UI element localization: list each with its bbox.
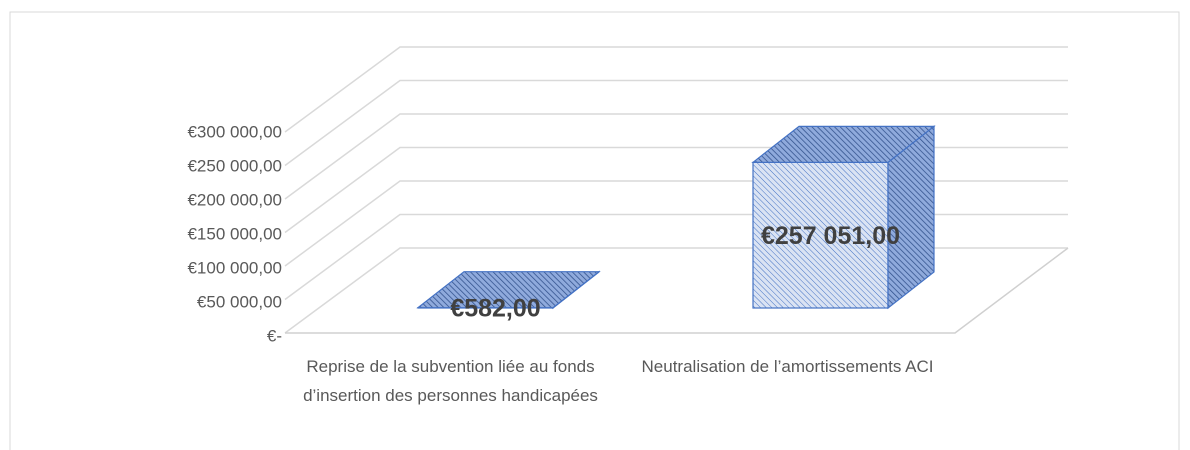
grid-line [284, 79, 1068, 167]
grid-line [284, 213, 1068, 301]
bar-top [751, 125, 936, 163]
x-tick-label: Reprise de la subvention liée au fonds d… [303, 357, 598, 405]
x-tick-label: Neutralisation de l’amortissements ACI [641, 357, 934, 376]
y-tick-label: €100 000,00 [187, 258, 282, 277]
grid-line [284, 146, 1068, 234]
grid-line [284, 46, 1068, 133]
grid-line [284, 247, 1068, 334]
bar-top [416, 271, 601, 309]
floor-edge [285, 247, 1069, 334]
y-tick-label: €300 000,00 [187, 122, 282, 141]
bar-front [752, 161, 889, 309]
y-tick-label: €50 000,00 [197, 292, 282, 311]
grid-line [284, 113, 1068, 200]
y-tick-label: €250 000,00 [187, 156, 282, 175]
y-tick-label: €150 000,00 [187, 224, 282, 243]
data-label: €257 051,00 [761, 222, 900, 250]
y-tick-label: €- [267, 326, 282, 345]
y-tick-label: €200 000,00 [187, 190, 282, 209]
chart-border [9, 11, 1180, 450]
data-label: €582,00 [450, 294, 540, 322]
grid-line [284, 180, 1068, 267]
